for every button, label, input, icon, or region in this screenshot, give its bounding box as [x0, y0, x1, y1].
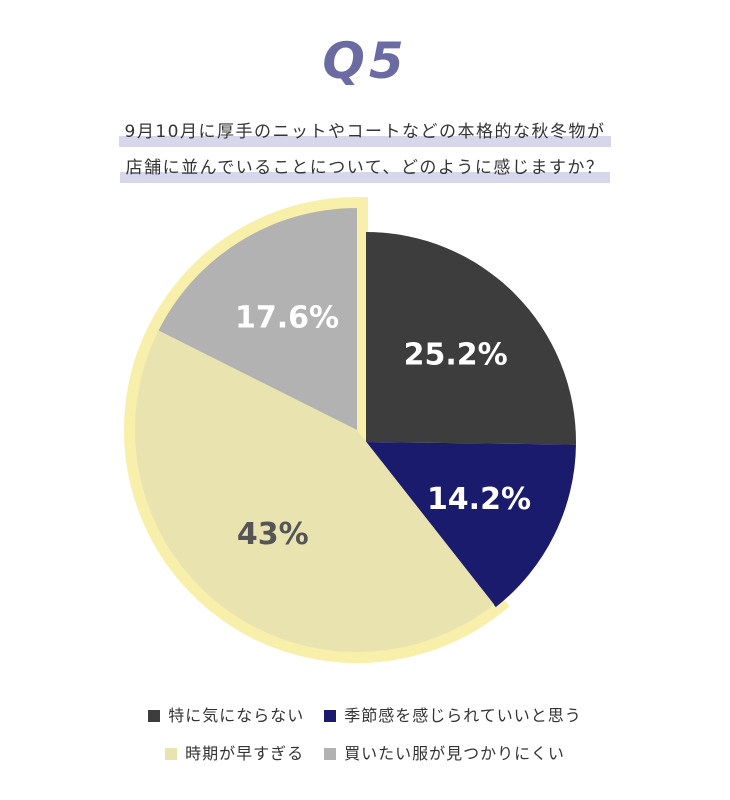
question-line-1: 9月10月に厚手のニットやコートなどの本格的な秋冬物が — [118, 117, 612, 147]
legend-row-2: 時期が早すぎる 買いたい服が見つかりにくい — [0, 740, 730, 764]
question-text: 9月10月に厚手のニットやコートなどの本格的な秋冬物が 店舗に並んでいることにつ… — [0, 117, 730, 183]
legend-item-seasonal: 季節感を感じられていいと思う — [324, 702, 582, 726]
legend-item-too-early: 時期が早すぎる — [165, 740, 304, 764]
legend-swatch-gray — [324, 748, 337, 760]
legend-item-hard-to-find: 買いたい服が見つかりにくい — [324, 740, 565, 764]
question-line-2: 店舗に並んでいることについて、どのように感じますか？ — [119, 153, 611, 183]
legend-label-hard-to-find: 買いたい服が見つかりにくい — [344, 744, 565, 763]
slice-hard-to-find — [158, 208, 357, 430]
legend-label-seasonal: 季節感を感じられていいと思う — [344, 706, 582, 725]
data-label-hard-to-find: 17.6% — [235, 301, 339, 336]
slice-too-early — [135, 330, 495, 652]
legend-label-too-early: 時期が早すぎる — [185, 744, 305, 763]
legend-item-no-concern: 特に気にならない — [148, 702, 304, 726]
data-label-seasonal: 14.2% — [427, 482, 531, 517]
data-label-no-concern: 25.2% — [404, 337, 508, 372]
chart-heading: Q5 — [322, 32, 408, 90]
legend-swatch-dark — [148, 710, 161, 722]
legend-row-1: 特に気にならない 季節感を感じられていいと思う — [0, 702, 730, 726]
data-label-too-early: 43% — [237, 517, 309, 552]
legend-label-no-concern: 特に気にならない — [168, 706, 305, 725]
slice-seasonal — [366, 442, 576, 608]
slice-no-concern — [366, 232, 576, 445]
legend-swatch-navy — [324, 710, 337, 722]
legend-swatch-cream — [165, 748, 178, 760]
